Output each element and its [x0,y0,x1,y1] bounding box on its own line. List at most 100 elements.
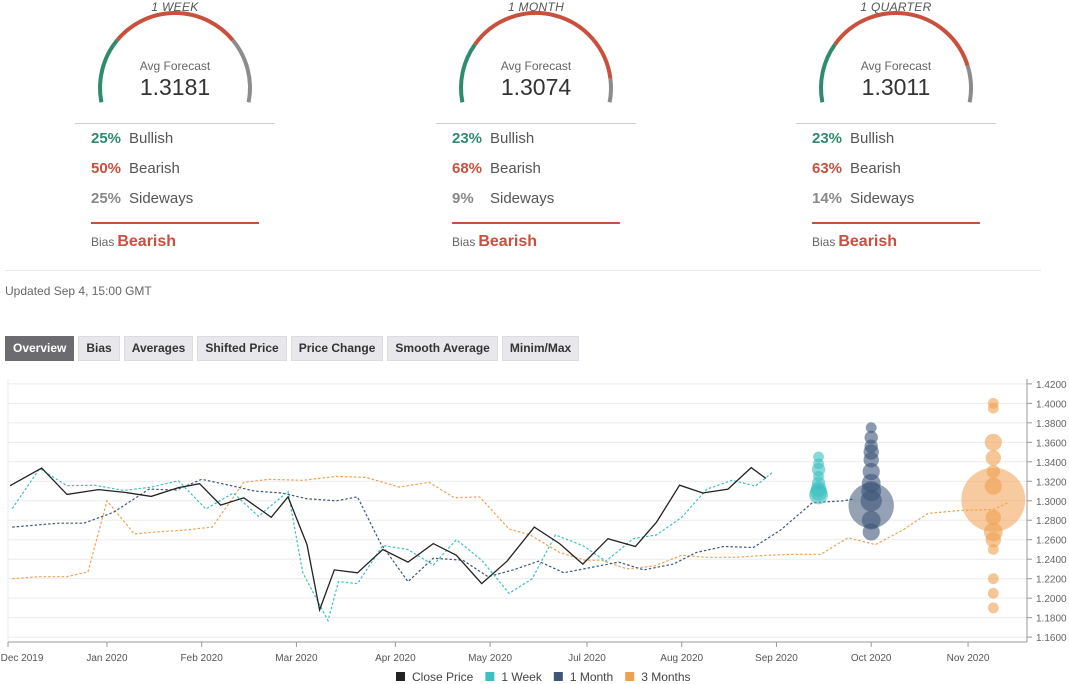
gauge-segment-sideways [607,78,613,103]
legend-swatch [485,672,495,681]
sideways-percent: 25% [91,190,122,207]
gauge-segment-bearish [473,11,613,79]
avg-forecast-label: Avg Forecast [139,59,211,73]
bias-label: Bias [91,235,115,249]
x-tick-label: May 2020 [468,653,512,664]
bias-row: Bias Bearish [91,233,176,251]
x-tick-label: Mar 2020 [275,653,318,664]
bullish-percent: 25% [91,130,122,147]
avg-forecast-label: Avg Forecast [860,59,932,73]
forecast-bubble [987,544,999,555]
legend-item[interactable]: 1 Month [570,670,613,684]
forecast-bubble [987,573,999,585]
period-label: 1 QUARTER [860,0,932,14]
legend-swatch [553,672,563,681]
y-tick-label: 1.2200 [1036,575,1067,586]
legend-item[interactable]: 3 Months [641,670,690,684]
gauge-segment-bullish [98,39,119,103]
sideways-row: 14% Sideways [812,190,914,207]
tab-averages[interactable]: Averages [123,336,194,361]
forecast-chart: 1.1600 1.1800 1.2000 1.2200 1.2400 1.2600 1.28… [1,379,1067,684]
y-tick-label: 1.1800 [1036,614,1067,625]
bearish-percent: 68% [452,160,483,177]
forecast-bubble [984,433,1002,451]
bullish-label: Bullish [490,130,535,147]
bias-label: Bias [452,235,476,249]
forecast-bubble [985,450,1002,466]
x-tick-label: Nov 2020 [947,653,990,664]
bias-label: Bias [812,235,836,249]
bearish-row: 68% Bearish [452,160,541,177]
gauge-segment-bearish [115,11,235,42]
y-tick-label: 1.2000 [1036,594,1067,605]
sideways-label: Sideways [850,190,915,207]
y-tick-label: 1.1600 [1036,633,1067,644]
forecast-bubble [865,422,877,434]
tab-price-change[interactable]: Price Change [290,336,384,361]
forecast-bubble [862,523,880,541]
legend-swatch [396,672,405,681]
gauge-segment-sideways [965,65,973,103]
avg-forecast-value: 1.3181 [139,74,211,100]
series-line-3-months [12,475,1009,580]
tab-bias[interactable]: Bias [78,336,120,361]
period-label: 1 MONTH [507,0,565,14]
tab-minim-max[interactable]: Minim/Max [501,336,580,361]
bullish-row: 23% Bullish [452,130,534,147]
bias-value: Bearish [117,233,177,250]
forecast-bubble [987,402,999,414]
chart-legend: Close Price 1 Week 1 Month 3 Months [396,670,691,684]
forecast-bubble [985,532,1002,548]
chart-grid [7,379,1032,647]
bubbles-3-months [961,397,1026,614]
bearish-label: Bearish [490,160,541,177]
sideways-label: Sideways [490,190,555,207]
legend-item[interactable]: Close Price [412,670,474,684]
gauge-segment-sideways [231,39,252,103]
sideways-percent: 9% [452,190,474,207]
forecast-bubble [987,602,999,614]
bubbles-1-week [809,451,828,505]
bullish-row: 23% Bullish [812,130,894,147]
panel-divider [436,123,636,124]
y-tick-label: 1.2800 [1036,516,1067,527]
x-tick-label: Aug 2020 [660,653,703,664]
panel-divider [75,123,275,124]
x-tick-label: Feb 2020 [181,653,224,664]
gauge-segment-bullish [819,43,837,103]
bullish-percent: 23% [452,130,483,147]
y-tick-label: 1.4200 [1036,380,1067,391]
series-line-1-week [11,467,773,623]
bias-underline [452,222,620,224]
bearish-row: 63% Bearish [812,160,901,177]
bias-value: Bearish [838,233,898,250]
bias-underline [91,222,259,224]
tab-overview[interactable]: Overview [5,336,75,361]
sideways-percent: 14% [812,190,843,207]
bearish-label: Bearish [850,160,901,177]
bias-row: Bias Bearish [452,233,537,251]
avg-forecast-value: 1.3011 [861,74,931,100]
avg-forecast-label: Avg Forecast [500,59,572,73]
x-tick-label: Oct 2020 [851,653,892,664]
y-tick-label: 1.2600 [1036,536,1067,547]
forecast-gauge [98,11,252,103]
y-tick-label: 1.4000 [1036,399,1067,410]
bearish-percent: 63% [812,160,843,177]
panel-divider [796,123,996,124]
bullish-label: Bullish [129,130,174,147]
legend-item[interactable]: 1 Week [501,670,542,684]
section-divider [5,270,1041,271]
bullish-label: Bullish [850,130,895,147]
bearish-percent: 50% [91,160,122,177]
y-tick-label: 1.3200 [1036,477,1067,488]
bias-value: Bearish [478,233,538,250]
tab-smooth-average[interactable]: Smooth Average [387,336,498,361]
y-tick-label: 1.3000 [1036,497,1067,508]
x-tick-label: Jan 2020 [86,653,128,664]
avg-forecast-value: 1.3074 [500,74,572,100]
series-line-close-price [9,466,767,613]
tab-shifted-price[interactable]: Shifted Price [197,336,287,361]
forecast-bubble [987,587,999,599]
chart-tabs: Overview Bias Averages Shifted Price Price C… [5,336,580,361]
